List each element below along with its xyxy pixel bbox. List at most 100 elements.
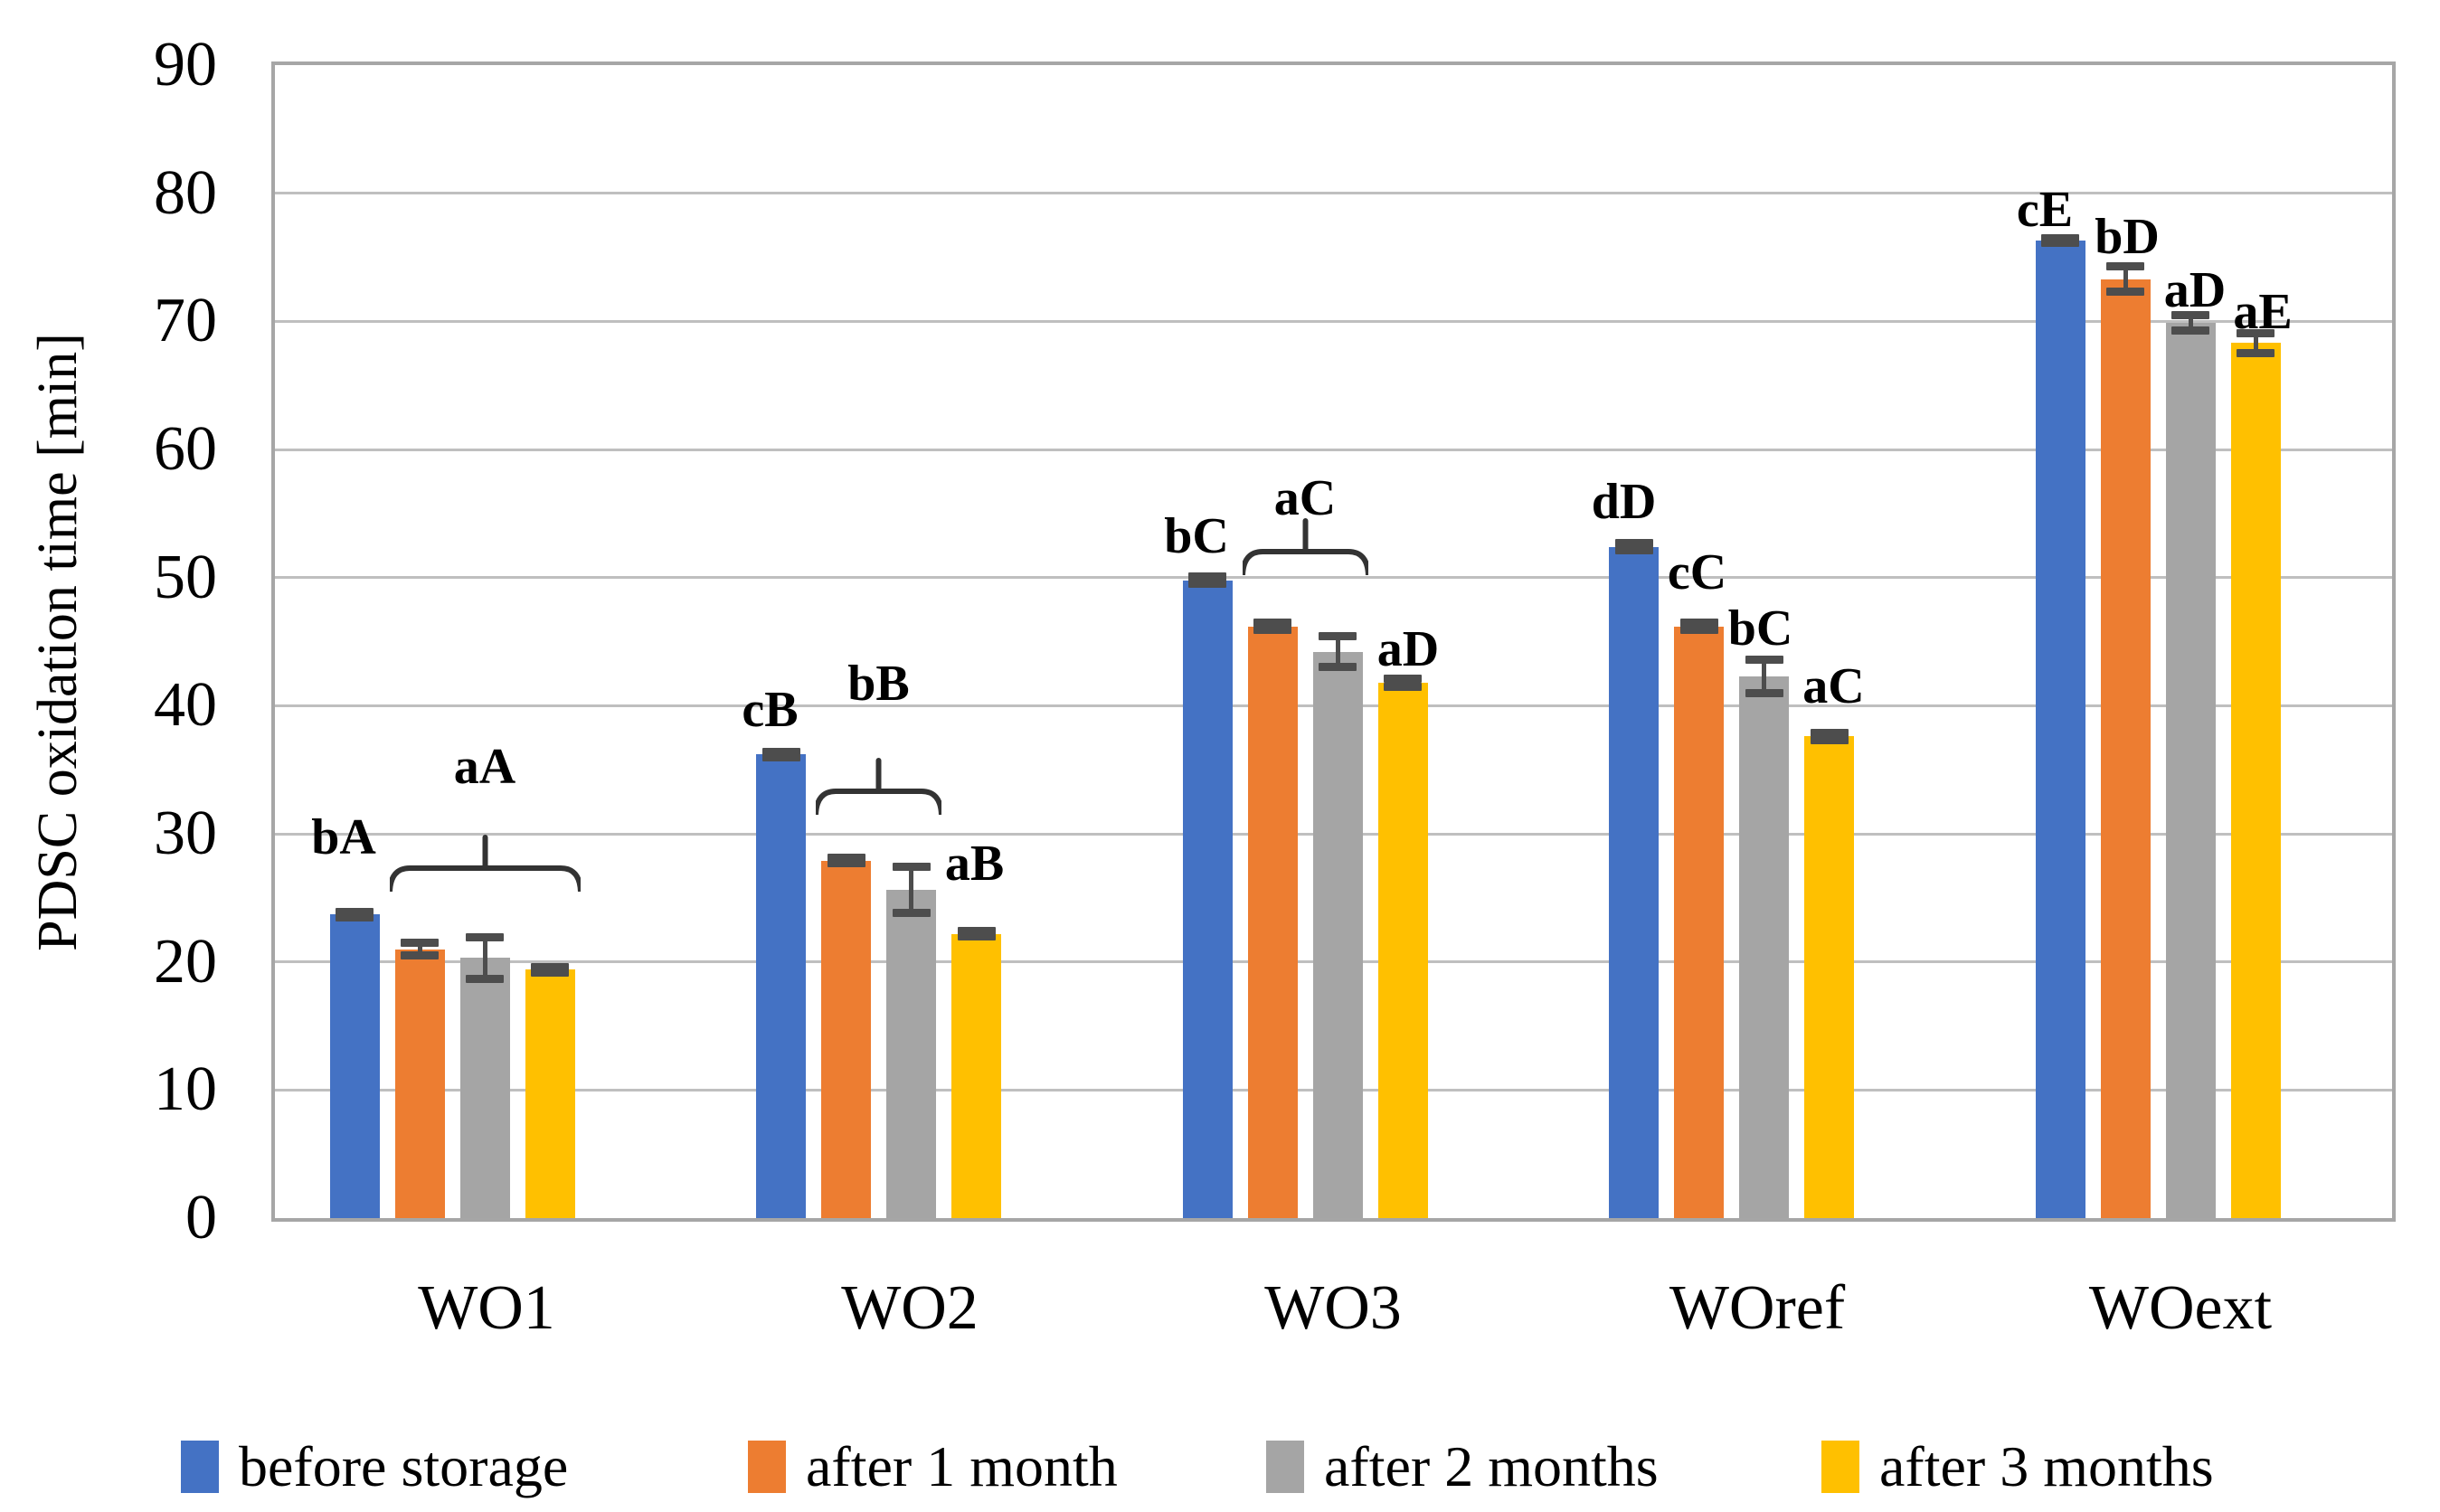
- error-bar-cap-top: [761, 747, 800, 756]
- error-bar-line: [2123, 266, 2128, 292]
- error-bar-cap-bottom: [1188, 580, 1226, 589]
- stat-letter-aE-WOext: aE: [2233, 284, 2293, 341]
- stat-letter-bD-WOext: bD: [2095, 208, 2160, 265]
- plot-frame: [271, 61, 2396, 1222]
- error-bar-cap-top: [1614, 538, 1653, 547]
- bar-after-2-months-WO3: [1312, 651, 1363, 1218]
- stat-brace-aC-WO3: [1239, 517, 1371, 578]
- legend-item-after-1-month: after 1 month: [748, 1431, 1118, 1503]
- error-bar-line: [909, 866, 913, 913]
- stat-letter-bC-WO3: bC: [1164, 508, 1229, 565]
- y-tick-label-50: 50: [154, 542, 217, 612]
- curly-brace-path: [1239, 517, 1371, 578]
- y-tick-label-60: 60: [154, 414, 217, 484]
- error-bar-cap-top: [2171, 310, 2209, 319]
- stat-letter-bC-WOref: bC: [1727, 600, 1793, 657]
- stat-letter-cE-WOext: cE: [2016, 182, 2074, 239]
- bar-after-3-months-WO3: [1377, 682, 1428, 1218]
- y-tick-label-80: 80: [154, 157, 217, 228]
- y-tick-label-70: 70: [154, 286, 217, 356]
- error-bar-cap-top: [1810, 728, 1849, 737]
- error-bar-cap-bottom: [1253, 626, 1291, 635]
- y-tick-label-10: 10: [154, 1054, 217, 1125]
- error-bar-cap-bottom: [892, 909, 931, 918]
- error-bar-cap-bottom: [2106, 288, 2144, 297]
- stat-letter-aC-WO3: aC: [1273, 469, 1337, 526]
- curly-brace-path: [386, 834, 583, 894]
- x-category-label-WOref: WOref: [1669, 1273, 1846, 1343]
- curly-brace-glyph: [813, 757, 944, 817]
- stat-letter-aC-WOref: aC: [1802, 658, 1865, 715]
- error-bar-line: [1762, 659, 1766, 694]
- error-bar-cap-bottom: [1384, 682, 1422, 691]
- error-bar-cap-bottom: [761, 752, 800, 761]
- error-bar-cap-top: [1188, 572, 1226, 581]
- error-bar-cap-bottom: [827, 859, 865, 868]
- x-category-label-WO1: WO1: [418, 1273, 555, 1343]
- bar-after-2-months-WOref: [1739, 676, 1789, 1218]
- error-bar-cap-bottom: [2237, 349, 2274, 358]
- bar-before-storage-WOext: [2035, 241, 2085, 1218]
- y-tick-label-40: 40: [154, 670, 217, 741]
- bar-after-1-month-WOext: [2100, 279, 2151, 1218]
- legend-label: after 1 month: [806, 1434, 1118, 1498]
- stat-letter-aB-WO2: aB: [944, 835, 1005, 892]
- x-category-label-WOext: WOext: [2088, 1273, 2273, 1343]
- error-bar-cap-top: [2041, 233, 2079, 242]
- stat-brace-bB-WO2: [813, 757, 944, 817]
- bar-before-storage-WO2: [756, 754, 806, 1218]
- error-bar-cap-bottom: [1810, 736, 1849, 745]
- x-category-label-WO2: WO2: [841, 1273, 979, 1343]
- error-bar-cap-top: [1745, 655, 1783, 664]
- x-category-label-WO3: WO3: [1264, 1273, 1402, 1343]
- legend-swatch-icon: [748, 1441, 786, 1493]
- error-bar-line: [482, 937, 487, 979]
- stat-letter-aD-WO3: aD: [1376, 621, 1440, 677]
- error-bar-cap-top: [957, 927, 996, 936]
- stat-letter-bB-WO2: bB: [847, 656, 910, 713]
- chart-legend: before storage after 1 month after 2 month…: [0, 1431, 2440, 1503]
- curly-brace-path: [813, 757, 944, 817]
- curly-brace-glyph: [1239, 517, 1371, 578]
- stat-letter-aD-WOext: aD: [2163, 262, 2227, 319]
- stat-brace-aA-WO1: [386, 834, 583, 894]
- stat-letter-cC-WOref: cC: [1667, 544, 1727, 600]
- stat-letter-aA-WO1: aA: [453, 739, 516, 796]
- stat-letter-bA-WO1: bA: [311, 809, 376, 866]
- error-bar-cap-bottom: [531, 968, 569, 977]
- bar-after-2-months-WOext: [2165, 322, 2216, 1218]
- bar-after-3-months-WOext: [2230, 343, 2281, 1218]
- error-bar-cap-bottom: [1679, 626, 1718, 635]
- error-bar-cap-top: [2106, 261, 2144, 270]
- error-bar-line: [1335, 636, 1340, 667]
- error-bar-cap-bottom: [401, 951, 439, 960]
- gridline-80: [275, 192, 2392, 195]
- y-tick-label-0: 0: [185, 1183, 217, 1252]
- legend-item-after-2-months: after 2 months: [1266, 1431, 1659, 1503]
- bar-before-storage-WO3: [1182, 580, 1233, 1218]
- error-bar-cap-top: [892, 863, 931, 872]
- error-bar-line: [2188, 315, 2193, 331]
- error-bar-cap-top: [1319, 632, 1357, 641]
- error-bar-cap-bottom: [1614, 546, 1653, 555]
- legend-item-before-storage: before storage: [181, 1431, 568, 1503]
- bar-after-2-months-WO1: [459, 958, 510, 1218]
- error-bar-cap-top: [1253, 618, 1291, 627]
- gridline-60: [275, 448, 2392, 451]
- legend-label: before storage: [239, 1434, 569, 1498]
- error-bar-cap-bottom: [1319, 663, 1357, 672]
- legend-swatch-icon: [1821, 1441, 1859, 1493]
- bar-after-1-month-WO1: [394, 949, 445, 1218]
- bar-after-3-months-WO2: [951, 933, 1001, 1218]
- error-bar-cap-top: [827, 854, 865, 863]
- error-bar-cap-top: [1384, 675, 1422, 684]
- stat-letter-cB-WO2: cB: [742, 681, 799, 738]
- gridline-70: [275, 319, 2392, 323]
- curly-brace-glyph: [386, 834, 583, 894]
- bar-after-3-months-WOref: [1804, 736, 1854, 1218]
- bar-after-1-month-WO2: [821, 860, 871, 1218]
- error-bar-cap-bottom: [2171, 326, 2209, 335]
- error-bar-cap-top: [336, 907, 374, 916]
- error-bar-cap-bottom: [336, 912, 374, 921]
